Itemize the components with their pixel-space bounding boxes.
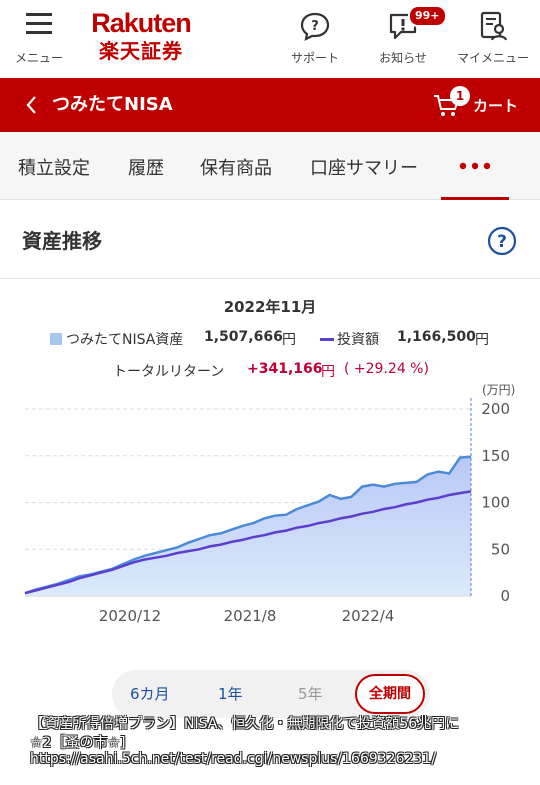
caption-line-1: 【資産所得倍増プラン】NISA、恒久化・無期限化で投資額56兆円に (30, 716, 460, 732)
tab-history[interactable]: 履歴 (128, 158, 164, 179)
invest-series-line (24, 490, 472, 595)
asset-value: 1,507,666 (204, 329, 283, 345)
section-header: 資産推移 (0, 201, 540, 279)
section-title: 資産推移 (22, 229, 102, 253)
support-chat-icon: ? (300, 12, 330, 41)
y-tick-label: 50 (491, 540, 510, 558)
y-tick-label: 100 (481, 494, 510, 512)
legend-asset-swatch (50, 333, 62, 345)
svg-text:?: ? (497, 232, 507, 252)
period-6m-button[interactable]: 6カ月 (130, 685, 170, 703)
period-selector: 6カ月 1年 5年 全期間 (112, 670, 430, 718)
legend-invest-label: 投資額 (337, 332, 379, 348)
period-1y-button[interactable]: 1年 (218, 685, 243, 703)
x-tick-label: 2021/8 (224, 607, 277, 625)
asset-unit: 円 (282, 332, 296, 348)
period-5y-button[interactable]: 5年 (298, 685, 323, 703)
chart-header: 2022年11月 (0, 296, 540, 317)
menu-button[interactable]: メニュー (6, 0, 72, 78)
page-title: つみたてNISA (52, 94, 173, 115)
summary-period: 2022年11月 (223, 298, 317, 316)
support-label: サポート (290, 51, 339, 65)
notice-badge: 99+ (408, 5, 447, 27)
asset-chart[interactable]: 0 50 100 150 200 2020/12 2021/8 2022/4 (万円) (0, 380, 540, 630)
period-all-button[interactable]: 全期間 (355, 674, 425, 714)
cart-count-badge: 1 (450, 86, 470, 106)
help-icon[interactable]: ? (487, 226, 517, 256)
mymenu-label: マイメニュー (456, 51, 529, 65)
tab-account-summary[interactable]: 口座サマリー (310, 158, 418, 179)
active-tab-indicator (441, 197, 509, 200)
caption-line-3: https://asahi.5ch.net/test/read.cgi/news… (30, 751, 436, 767)
tab-holdings[interactable]: 保有商品 (200, 158, 272, 179)
app-header: メニュー Rakuten 楽天証券 ? サポート お知らせ 99+ マイメニュー (0, 0, 540, 78)
total-return: トータルリターン +341,166 円 ( +29.24 %) (0, 360, 540, 382)
y-tick-label: 150 (481, 447, 510, 465)
tab-bar: 積立設定 履歴 保有商品 口座サマリー (0, 132, 540, 200)
legend-invest-swatch (320, 338, 334, 341)
return-unit: 円 (321, 364, 335, 380)
logo-en: Rakuten (91, 8, 192, 38)
logo-ja: 楽天証券 (99, 39, 183, 63)
hamburger-icon (26, 13, 52, 34)
back-chevron-icon[interactable] (24, 94, 38, 116)
more-dots-icon (459, 162, 491, 170)
x-tick-label: 2020/12 (99, 607, 161, 625)
cart-button[interactable]: 1 カート (432, 86, 532, 120)
rakuten-logo[interactable]: Rakuten 楽天証券 (86, 8, 196, 68)
invest-value: 1,166,500 (397, 329, 476, 345)
invest-unit: 円 (475, 332, 489, 348)
notice-label: お知らせ (379, 51, 427, 65)
menu-label: メニュー (14, 51, 63, 65)
x-tick-label: 2022/4 (342, 607, 395, 625)
tab-tsumitate-settings[interactable]: 積立設定 (18, 158, 90, 179)
return-value: +341,166 (247, 361, 323, 377)
y-tick-label: 200 (481, 400, 510, 418)
mymenu-button[interactable]: マイメニュー (450, 0, 536, 78)
y-axis-unit: (万円) (482, 383, 515, 397)
y-tick-label: 0 (500, 587, 510, 605)
tab-more[interactable] (441, 132, 509, 200)
caption-line-2: ☆2［蚤の市☆] (30, 735, 126, 751)
svg-text:?: ? (311, 19, 319, 34)
nav-bar: つみたてNISA 1 カート (0, 78, 540, 132)
return-percent: ( +29.24 %) (344, 361, 429, 377)
cart-label: カート (473, 97, 519, 115)
return-label: トータルリターン (113, 364, 225, 380)
support-button[interactable]: ? サポート (280, 0, 350, 78)
mymenu-icon (480, 11, 508, 41)
chart-legend: つみたてNISA資産 1,507,666 円 投資額 1,166,500 円 (0, 328, 540, 350)
legend-asset-label: つみたてNISA資産 (66, 332, 184, 348)
